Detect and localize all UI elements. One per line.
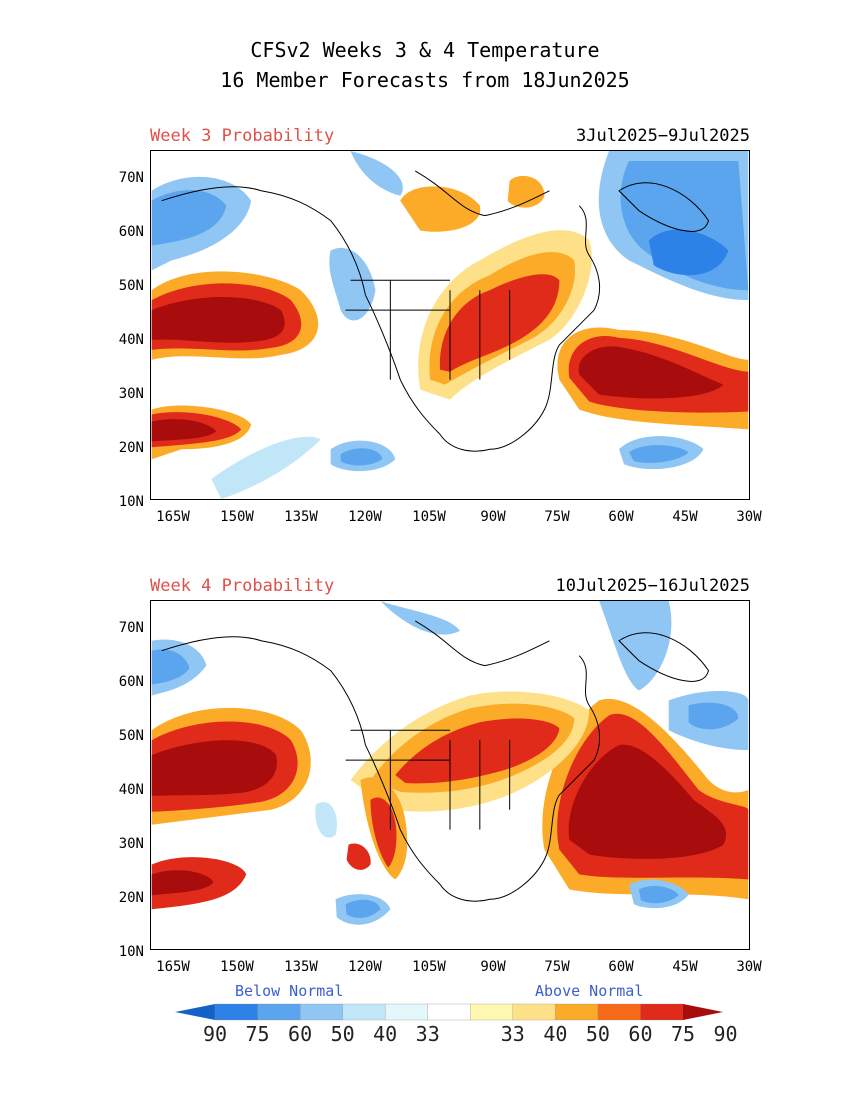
y-tick-10n: 10N [118, 494, 144, 510]
y-tick-40n: 40N [118, 782, 144, 798]
legend-colorbar [175, 1003, 723, 1021]
legend-swatch-12 [683, 1004, 723, 1020]
legend-value: 90 [713, 1022, 738, 1046]
week3-anomaly-fields [151, 151, 749, 499]
week3-coastlines [161, 170, 710, 452]
legend-value: 75 [670, 1022, 696, 1046]
y-tick-60n: 60N [118, 674, 144, 690]
x-tick-60w: 60W [608, 509, 634, 525]
legend-value: 40 [373, 1022, 398, 1046]
legend-value: 33 [500, 1022, 525, 1046]
legend-swatch-5 [385, 1003, 429, 1021]
legend-value: 60 [288, 1022, 313, 1046]
y-tick-50n: 50N [118, 278, 144, 294]
week4-map-svg [151, 601, 749, 925]
y-tick-10n: 10N [118, 944, 144, 960]
x-tick-45w: 45W [672, 959, 698, 975]
week4-coastlines [161, 620, 710, 902]
week4-map [150, 600, 750, 950]
y-tick-70n: 70N [118, 620, 144, 636]
y-tick-30n: 30N [118, 386, 144, 402]
y-tick-20n: 20N [118, 890, 144, 906]
legend-swatch-0 [175, 1004, 215, 1020]
legend-swatch-1 [214, 1003, 259, 1021]
x-tick-120w: 120W [348, 959, 382, 975]
week3-label: Week 3 Probability [150, 126, 335, 146]
week4-label: Week 4 Probability [150, 576, 335, 596]
x-tick-105w: 105W [412, 509, 446, 525]
legend-value: 50 [330, 1022, 355, 1046]
x-tick-75w: 75W [544, 959, 570, 975]
legend-value: 50 [585, 1022, 610, 1046]
x-tick-165w: 165W [156, 509, 190, 525]
y-tick-70n: 70N [118, 170, 144, 186]
legend-swatch-3 [299, 1003, 344, 1021]
x-tick-60w: 60W [608, 959, 634, 975]
legend-swatch-6 [427, 1003, 471, 1021]
week3-map [150, 150, 750, 500]
y-tick-40n: 40N [118, 332, 144, 348]
x-tick-135w: 135W [284, 959, 318, 975]
legend-swatch-10 [597, 1003, 642, 1021]
x-tick-120w: 120W [348, 509, 382, 525]
legend-value: 60 [628, 1022, 653, 1046]
x-tick-90w: 90W [480, 509, 506, 525]
week4-dates: 10Jul2025−16Jul2025 [555, 576, 750, 596]
legend-value: 33 [415, 1022, 440, 1046]
chart-title: CFSv2 Weeks 3 & 4 Temperature [250, 38, 600, 62]
y-tick-60n: 60N [118, 224, 144, 240]
legend-value: 90 [202, 1022, 228, 1046]
legend-swatch-2 [257, 1003, 301, 1021]
week4-anomaly-fields [151, 601, 749, 925]
y-tick-50n: 50N [118, 728, 144, 744]
x-tick-45w: 45W [672, 509, 698, 525]
legend-above-label: Above Normal [535, 982, 644, 1000]
legend-swatch-11 [640, 1003, 684, 1021]
x-tick-135w: 135W [284, 509, 318, 525]
x-tick-105w: 105W [412, 959, 446, 975]
x-tick-90w: 90W [480, 959, 506, 975]
legend-swatch-9 [555, 1003, 599, 1021]
legend-swatch-8 [512, 1003, 557, 1021]
x-tick-75w: 75W [544, 509, 570, 525]
x-tick-150w: 150W [220, 509, 254, 525]
legend-value: 75 [245, 1022, 270, 1046]
x-tick-30w: 30W [736, 959, 762, 975]
legend-swatch-7 [470, 1003, 514, 1021]
legend-value: 40 [543, 1022, 568, 1046]
chart-subtitle: 16 Member Forecasts from 18Jun2025 [220, 68, 630, 92]
x-tick-150w: 150W [220, 959, 254, 975]
week4-greenland-cold [599, 601, 672, 691]
legend-below-label: Below Normal [235, 982, 344, 1000]
week3-dates: 3Jul2025−9Jul2025 [576, 126, 750, 146]
x-tick-30w: 30W [736, 509, 762, 525]
y-tick-30n: 30N [118, 836, 144, 852]
y-tick-20n: 20N [118, 440, 144, 456]
legend-swatch-4 [342, 1003, 386, 1021]
x-tick-165w: 165W [156, 959, 190, 975]
week3-map-svg [151, 151, 749, 499]
